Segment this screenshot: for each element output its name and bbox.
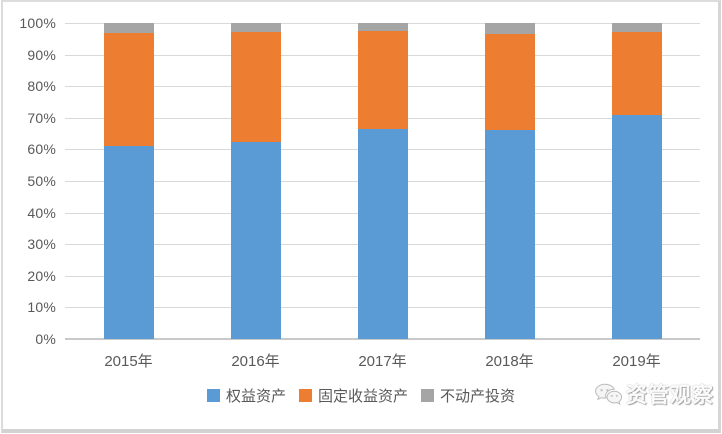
legend-swatch-icon (206, 389, 220, 402)
y-tick-label: 70% (27, 109, 56, 126)
watermark-text: 资管观察 (626, 382, 714, 407)
bar-segment-不动产投资 (484, 23, 535, 35)
legend-item-固定收益资产: 固定收益资产 (298, 385, 408, 406)
y-axis: 0% 10% 20% 30% 40% 50% 60% 70% 80% 90% 100% (0, 15, 56, 347)
bar-segment-权益资产 (484, 130, 535, 339)
y-tick-label: 0% (35, 331, 56, 347)
bar-2016年 (192, 23, 319, 339)
x-axis: 2015年 2016年 2017年 2018年 2019年 (65, 350, 700, 372)
legend-swatch-icon (421, 389, 434, 402)
legend-swatch-icon (298, 389, 312, 402)
bar-segment-固定收益资产 (103, 32, 154, 147)
y-tick-label: 80% (27, 78, 56, 95)
bar-segment-权益资产 (103, 146, 154, 339)
legend: 权益资产 固定收益资产 不动产投资 (0, 385, 722, 406)
x-tick-label: 2018年 (485, 353, 534, 370)
bar-2019年 (573, 23, 700, 339)
bar-segment-不动产投资 (230, 23, 281, 33)
bar-segment-不动产投资 (357, 23, 408, 31)
bar-segment-固定收益资产 (357, 30, 408, 129)
y-tick-label: 20% (27, 267, 56, 284)
bar-segment-权益资产 (357, 128, 408, 339)
bar-2017年 (319, 23, 446, 339)
bar-segment-固定收益资产 (484, 34, 535, 131)
bar-segment-不动产投资 (103, 23, 154, 33)
x-axis-line (65, 338, 700, 340)
y-tick-label: 30% (27, 236, 56, 253)
x-tick-label: 2017年 (358, 353, 407, 370)
y-tick-label: 10% (27, 299, 56, 316)
x-tick-label: 2019年 (612, 353, 661, 370)
bar-2018年 (446, 23, 573, 339)
x-tick-label: 2015年 (104, 353, 153, 370)
watermark: 资管观察 (594, 381, 714, 407)
bar-segment-不动产投资 (611, 23, 662, 33)
y-tick-label: 40% (27, 204, 56, 221)
legend-item-权益资产: 权益资产 (206, 385, 286, 406)
x-tick-label: 2016年 (231, 353, 280, 370)
bar-segment-固定收益资产 (611, 32, 662, 115)
plot-area (65, 23, 700, 340)
bar-2015年 (65, 23, 192, 339)
bar-segment-权益资产 (611, 114, 662, 339)
y-tick-label: 60% (27, 141, 56, 158)
legend-label: 不动产投资 (440, 388, 516, 405)
bar-segment-权益资产 (230, 141, 281, 339)
legend-label: 固定收益资产 (317, 388, 408, 405)
y-tick-label: 90% (27, 46, 56, 63)
legend-item-不动产投资: 不动产投资 (421, 385, 515, 406)
legend-label: 权益资产 (225, 388, 286, 405)
y-tick-label: 100% (19, 15, 56, 31)
y-tick-label: 50% (27, 173, 56, 189)
wechat-icon (595, 383, 623, 405)
bar-segment-固定收益资产 (230, 32, 281, 142)
